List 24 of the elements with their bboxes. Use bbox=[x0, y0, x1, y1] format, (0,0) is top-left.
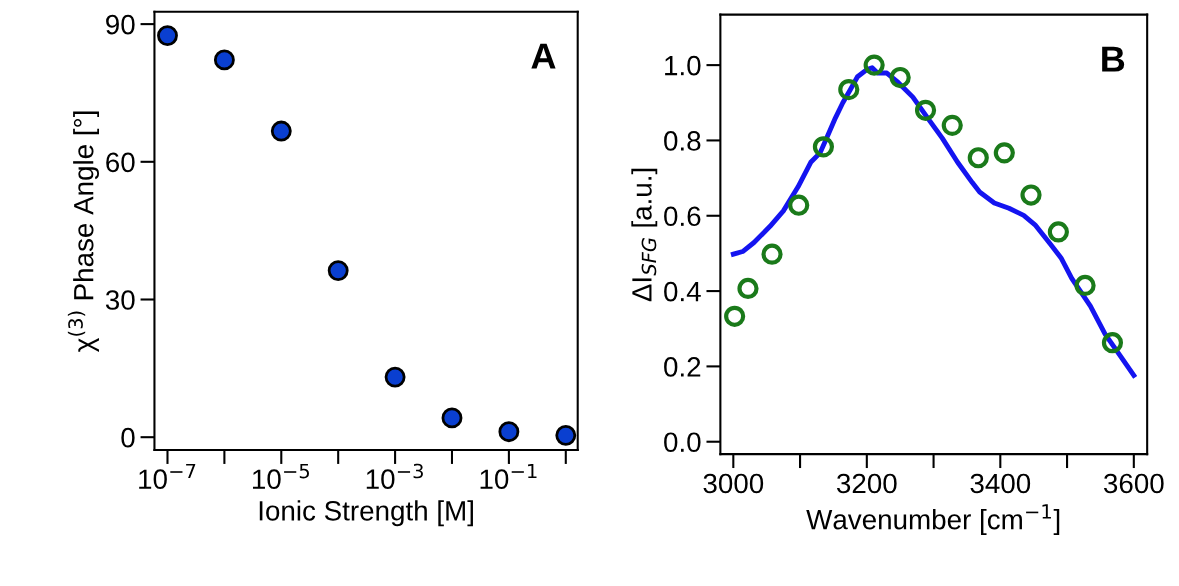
x-tick-label: 10$^{−5}$ bbox=[252, 463, 309, 490]
y-tick-label: 90 bbox=[106, 14, 135, 35]
x-tick-label: 3200 bbox=[836, 473, 897, 494]
y-tick-label: 0.0 bbox=[664, 432, 701, 453]
y-axis-title: χ$^{(3)}$ Phase Angle [°] bbox=[67, 111, 100, 352]
x-axis-title: Ionic Strength [M] bbox=[259, 500, 473, 527]
x-tick-label: 10$^{−1}$ bbox=[480, 463, 537, 490]
x-tick-label: 3400 bbox=[970, 473, 1031, 494]
x-tick-label: 10$^{−7}$ bbox=[139, 463, 196, 490]
annotation: A bbox=[531, 43, 556, 69]
x-axis-title: Wavenumber [cm$^{−1}$] bbox=[806, 504, 1060, 535]
x-tick-label: 10$^{−3}$ bbox=[366, 463, 423, 489]
y-tick-label: 0.6 bbox=[664, 206, 701, 227]
y-tick-label: 0 bbox=[121, 427, 135, 448]
y-tick-label: 30 bbox=[105, 290, 135, 310]
y-axis-title: ΔI$_{SFG}$ [a.u.] bbox=[631, 168, 658, 302]
annotation: B bbox=[1102, 46, 1125, 72]
y-tick-label: 0.4 bbox=[664, 281, 701, 302]
y-tick-label: 0.8 bbox=[664, 131, 701, 151]
y-tick-label: 60 bbox=[106, 152, 135, 173]
x-tick-label: 3600 bbox=[1103, 473, 1164, 494]
x-tick-label: 3000 bbox=[703, 473, 764, 494]
y-tick-label: 1.0 bbox=[665, 55, 701, 76]
y-tick-label: 0.2 bbox=[664, 357, 701, 377]
